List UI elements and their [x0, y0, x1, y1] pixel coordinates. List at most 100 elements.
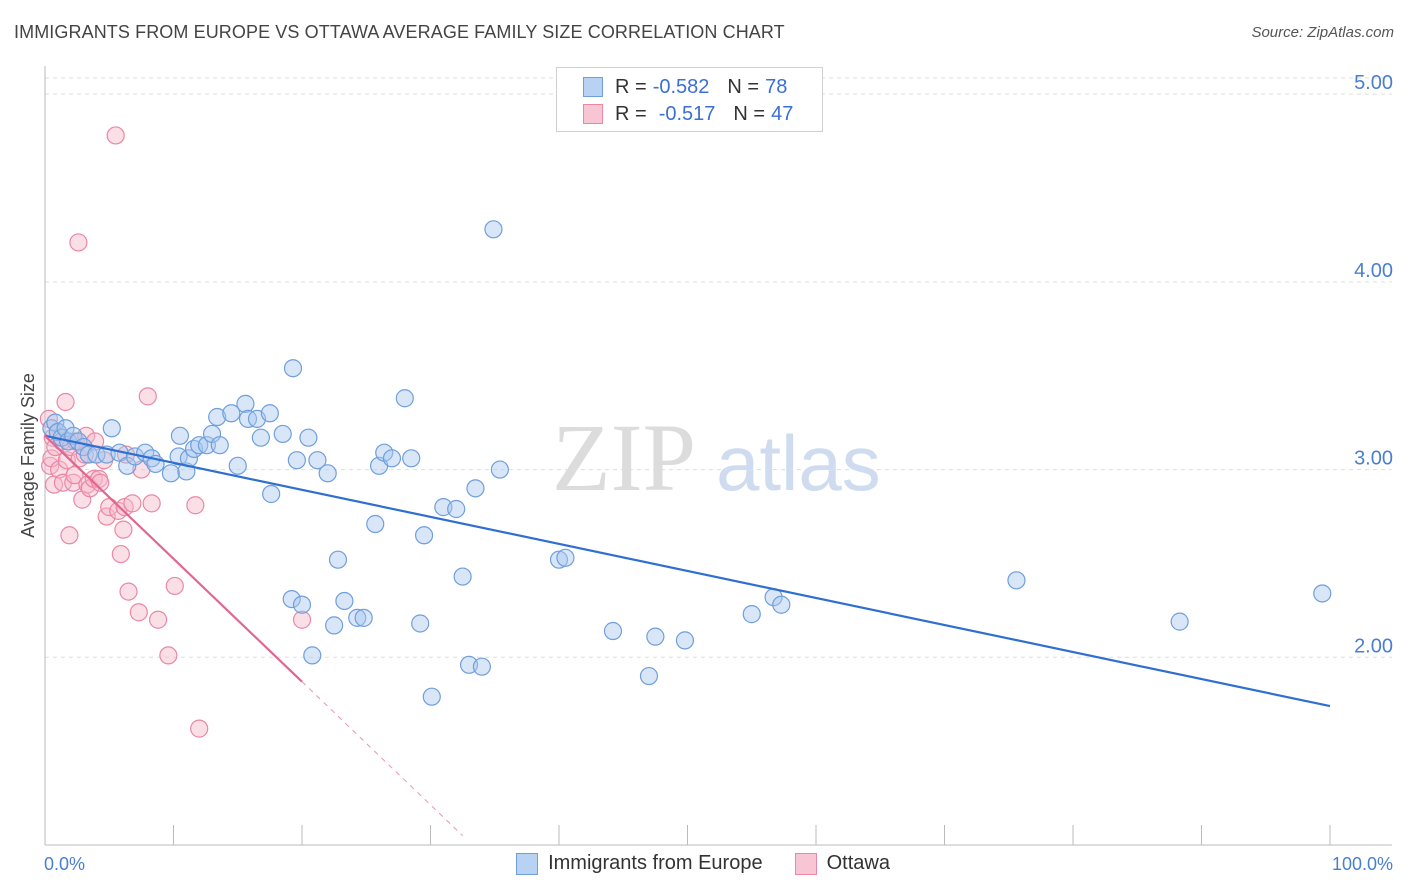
- watermark: ZIP atlas: [552, 404, 881, 511]
- data-point-europe: [260, 404, 279, 423]
- data-point-europe: [328, 550, 348, 569]
- data-point-europe: [395, 389, 414, 408]
- data-point-europe: [251, 428, 270, 447]
- data-point-europe: [675, 631, 695, 650]
- data-point-ottawa: [186, 496, 205, 515]
- data-point-europe: [1313, 584, 1332, 603]
- data-point-europe: [208, 407, 227, 427]
- data-point-europe: [283, 359, 303, 378]
- data-point-ottawa: [129, 603, 148, 622]
- data-point-ottawa: [142, 494, 161, 513]
- data-point-ottawa: [91, 473, 110, 492]
- legend-n-value: 78: [765, 75, 788, 98]
- data-point-europe: [472, 657, 491, 676]
- trendline-ottawa: [44, 434, 303, 683]
- data-point-europe: [170, 426, 190, 445]
- data-point-ottawa: [69, 233, 88, 252]
- legend-n-label: N =: [727, 75, 760, 98]
- data-point-ottawa: [165, 576, 184, 596]
- data-point-europe: [102, 419, 121, 438]
- legend-row-ottawa: R = -0.517 N = 47: [583, 101, 793, 127]
- data-point-europe: [308, 451, 327, 470]
- data-point-europe: [366, 514, 385, 534]
- bottom-legend: Immigrants from Europe Ottawa: [0, 852, 1406, 875]
- data-point-europe: [118, 456, 137, 475]
- data-point-ottawa: [65, 466, 84, 485]
- legend-label-europe: Immigrants from Europe: [548, 852, 763, 874]
- legend-box: R = -0.582 N = 78 R = -0.517 N = 47: [556, 67, 823, 132]
- data-point-europe: [646, 627, 665, 646]
- data-point-ottawa: [41, 456, 60, 475]
- data-point-europe: [262, 484, 281, 504]
- chart-title: IMMIGRANTS FROM EUROPE VS OTTAWA AVERAGE…: [14, 22, 785, 42]
- watermark-zip: ZIP: [552, 404, 696, 511]
- data-point-europe: [236, 394, 255, 413]
- y-axis-label: Average Family Size: [18, 373, 38, 538]
- data-point-ottawa: [123, 494, 142, 513]
- legend-r-value: -0.517: [658, 102, 716, 125]
- data-point-europe: [348, 608, 367, 627]
- data-point-europe: [639, 666, 659, 686]
- data-point-europe: [161, 464, 181, 483]
- data-point-europe: [490, 460, 509, 479]
- data-point-europe: [742, 605, 761, 624]
- data-point-europe: [453, 567, 472, 586]
- data-point-ottawa: [60, 526, 79, 545]
- data-point-ottawa: [138, 387, 157, 406]
- data-point-ottawa: [56, 392, 75, 412]
- legend-swatch-europe: [583, 77, 603, 97]
- legend-r-value: -0.582: [652, 75, 710, 98]
- legend-row-europe: R = -0.582 N = 78: [583, 74, 787, 100]
- data-point-ottawa: [292, 610, 312, 629]
- data-point-europe: [273, 424, 292, 444]
- data-point-europe: [222, 404, 241, 423]
- trendline-ottawa-extension: [301, 681, 463, 836]
- data-point-europe: [335, 591, 354, 611]
- data-point-europe: [1007, 571, 1026, 590]
- data-point-europe: [402, 449, 421, 468]
- data-point-ottawa: [159, 646, 178, 665]
- data-point-europe: [549, 550, 569, 569]
- data-point-europe: [447, 499, 466, 519]
- data-point-europe: [197, 436, 217, 455]
- data-point-europe: [190, 436, 209, 455]
- x-tick-label: 100.0%: [1332, 854, 1393, 874]
- legend-item-europe[interactable]: Immigrants from Europe: [516, 852, 763, 875]
- data-point-europe: [411, 614, 430, 633]
- data-point-europe: [466, 479, 485, 498]
- data-point-europe: [303, 646, 322, 665]
- data-point-europe: [603, 621, 623, 641]
- y-tick-label: 5.00: [1354, 72, 1393, 94]
- y-tick-label: 3.00: [1354, 448, 1393, 470]
- source-credit: Source: ZipAtlas.com: [1251, 24, 1394, 41]
- data-point-ottawa: [106, 126, 125, 145]
- data-point-europe: [354, 608, 373, 627]
- data-point-europe: [422, 687, 441, 706]
- legend-swatch-ottawa: [794, 852, 817, 875]
- data-point-europe: [287, 451, 306, 470]
- legend-n-value: 47: [771, 102, 794, 125]
- data-point-europe: [772, 595, 791, 614]
- legend-item-ottawa[interactable]: Ottawa: [794, 852, 890, 875]
- legend-n-label: N =: [733, 102, 766, 125]
- data-point-ottawa: [114, 520, 133, 539]
- legend-swatch-europe: [516, 852, 539, 875]
- data-point-europe: [414, 526, 434, 545]
- x-tick-label: 0.0%: [44, 854, 85, 874]
- trendline-europe: [44, 434, 1331, 708]
- data-point-europe: [299, 428, 318, 447]
- legend-r-label: R =: [615, 75, 647, 98]
- data-point-ottawa: [190, 719, 209, 738]
- data-point-europe: [282, 589, 301, 609]
- data-point-europe: [382, 449, 402, 468]
- data-point-europe: [318, 464, 337, 483]
- data-point-europe: [228, 456, 247, 475]
- y-tick-label: 2.00: [1354, 635, 1393, 657]
- watermark-atlas: atlas: [716, 419, 881, 507]
- data-point-europe: [1170, 612, 1189, 631]
- legend-swatch-ottawa: [583, 104, 603, 124]
- legend-r-label: R =: [615, 102, 647, 125]
- data-point-ottawa: [148, 610, 168, 629]
- data-point-europe: [325, 616, 344, 635]
